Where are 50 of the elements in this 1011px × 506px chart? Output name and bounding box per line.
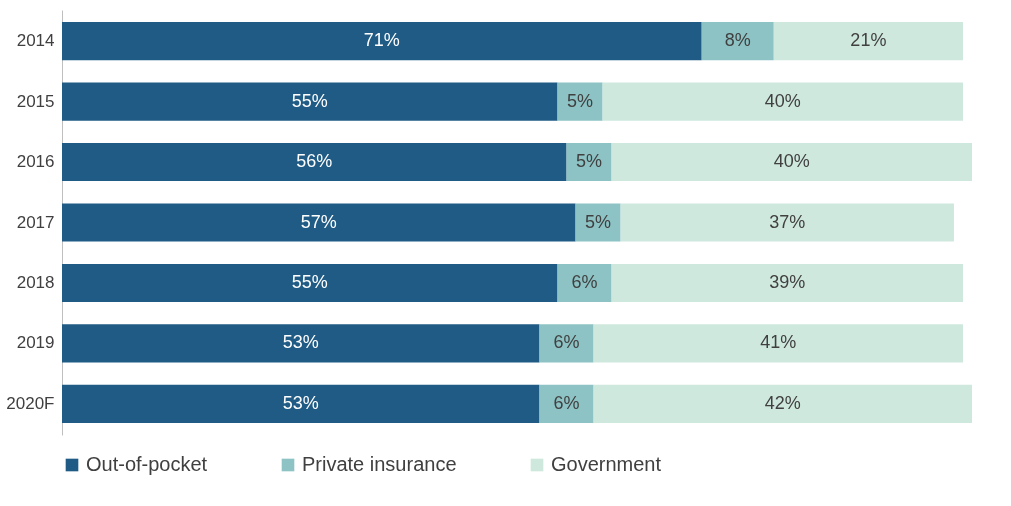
data-label: 39%: [769, 271, 806, 292]
data-label: 5%: [567, 90, 594, 111]
data-label: 71%: [363, 30, 400, 51]
bar: [62, 143, 567, 182]
bar: [611, 143, 972, 182]
data-label: 6%: [571, 271, 598, 292]
data-label: 8%: [724, 30, 751, 51]
y-tick-label: 2014: [16, 31, 55, 51]
y-tick-label: 2018: [16, 272, 55, 292]
bar: [602, 82, 963, 121]
data-label: 53%: [282, 392, 319, 413]
data-label: 53%: [282, 332, 319, 353]
bar: [620, 203, 954, 242]
data-label: 37%: [769, 211, 806, 232]
bar: [62, 263, 558, 302]
y-tick-label: 2020F: [6, 393, 55, 413]
bar: [593, 384, 972, 423]
bar: [539, 384, 594, 423]
bar: [62, 203, 576, 242]
data-label: 40%: [773, 151, 810, 172]
bar: [62, 324, 540, 363]
data-label: 6%: [553, 332, 580, 353]
legend-label: Government: [551, 453, 662, 475]
bar: [593, 324, 963, 363]
legend-label: Private insurance: [302, 453, 457, 475]
bar: [557, 263, 612, 302]
data-label: 42%: [764, 392, 801, 413]
data-label: 40%: [764, 90, 801, 111]
data-label: 21%: [850, 30, 887, 51]
bar: [611, 263, 963, 302]
y-tick-label: 2016: [16, 152, 55, 172]
data-label: 41%: [760, 332, 797, 353]
legend-label: Out-of-pocket: [86, 453, 208, 475]
data-label: 6%: [553, 392, 580, 413]
y-tick-label: 2017: [16, 212, 55, 232]
data-label: 5%: [585, 211, 612, 232]
y-tick-label: 2015: [16, 91, 55, 111]
bar: [539, 324, 594, 363]
bar: [575, 203, 621, 242]
data-label: 5%: [576, 151, 603, 172]
data-label: 57%: [300, 211, 337, 232]
data-label: 55%: [291, 90, 328, 111]
bar: [62, 384, 540, 423]
bar: [62, 22, 702, 61]
data-label: 56%: [296, 151, 333, 172]
bar: [773, 22, 963, 61]
bar: [62, 82, 558, 121]
y-tick-label: 2019: [16, 333, 55, 353]
bar: [701, 22, 774, 61]
data-label: 55%: [291, 271, 328, 292]
